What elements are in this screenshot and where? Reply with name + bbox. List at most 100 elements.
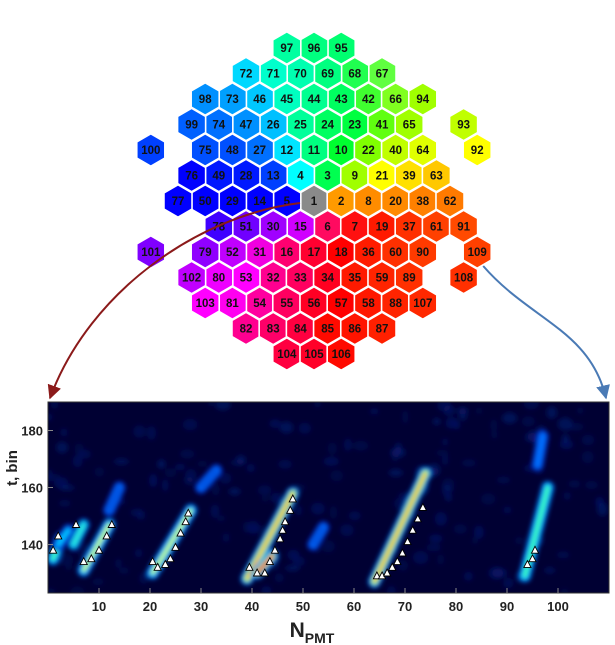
pmt-hex-label: 56 (308, 298, 321, 310)
pmt-hex-label: 102 (182, 273, 201, 285)
x-tick-label: 60 (347, 599, 361, 614)
pmt-hex-label: 96 (308, 43, 321, 55)
noise-blob (242, 521, 251, 533)
noise-blob (432, 417, 441, 426)
noise-blob (442, 478, 455, 492)
noise-blob (544, 567, 556, 574)
noise-blob (279, 421, 294, 434)
noise-blob (228, 487, 241, 496)
noise-blob (502, 412, 518, 424)
pmt-hex-72: 72 (231, 56, 261, 91)
x-tick-label: 100 (547, 599, 569, 614)
pmt-hex-97: 97 (271, 30, 302, 66)
pmt-hex-label: 89 (403, 273, 416, 285)
peak-marker (530, 545, 540, 554)
pmt-hex-107: 107 (407, 285, 438, 321)
pmt-hex-13: 13 (258, 158, 289, 193)
pmt-hex-label: 92 (471, 145, 484, 157)
noise-blob (426, 543, 442, 552)
noise-blob (402, 410, 409, 424)
noise-blob (353, 440, 369, 451)
noise-blob (559, 439, 574, 450)
pmt-hex-label: 75 (199, 145, 212, 157)
pmt-hex-label: 44 (308, 94, 321, 106)
pmt-hex-label: 74 (212, 120, 225, 132)
peak-marker (387, 562, 397, 571)
connector-arrows (47, 202, 610, 400)
pmt-hex-79: 79 (190, 234, 221, 270)
noise-blob (161, 479, 169, 492)
pmt-hex-label: 90 (416, 247, 429, 259)
pmt-hex-label: 104 (277, 349, 297, 361)
pmt-hex-label: 63 (430, 171, 443, 183)
pmt-hex-label: 107 (413, 298, 432, 310)
noise-blob (330, 470, 344, 482)
pmt-hex-label: 5 (284, 196, 291, 208)
peak-marker (413, 514, 423, 523)
pmt-hex-93: 93 (448, 107, 479, 142)
peak-marker (160, 559, 170, 568)
peak-marker (171, 542, 180, 551)
noise-blob (287, 549, 300, 561)
noise-blob (568, 422, 584, 431)
pmt-hex-label: 70 (294, 69, 307, 81)
noise-blob (369, 408, 379, 415)
noise-blob (115, 558, 122, 569)
x-tick-label: 90 (500, 599, 514, 614)
pmt-hex-label: 47 (240, 120, 253, 132)
pmt-hex-label: 33 (294, 273, 307, 285)
noise-blob (130, 508, 144, 517)
arrow-from-pmt-109 (482, 265, 610, 400)
pmt-hex-label: 95 (335, 43, 348, 55)
pmt-hex-label: 35 (348, 273, 361, 285)
noise-blob (56, 441, 69, 454)
pmt-hex-label: 68 (348, 69, 361, 81)
pmt-hex-label: 93 (457, 120, 470, 132)
pmt-hex-60: 60 (380, 234, 411, 270)
pmt-hex-109: 109 (462, 234, 493, 270)
noise-blob (219, 472, 232, 484)
pmt-hex-73: 73 (217, 81, 248, 117)
pmt-hex-label: 49 (212, 171, 225, 183)
pmt-hex-label: 62 (444, 196, 457, 208)
pmt-hex-label: 82 (240, 324, 253, 336)
peak-marker (107, 519, 117, 528)
pmt-hex-31: 31 (244, 234, 275, 270)
peak-marker (280, 516, 290, 526)
noise-blob (340, 524, 354, 537)
x-tick-label: 70 (398, 599, 412, 614)
noise-blob (149, 473, 158, 488)
noise-blob (464, 571, 473, 581)
pmt-hex-label: 97 (280, 43, 293, 55)
pmt-hex-95: 95 (326, 30, 357, 66)
noise-blob (211, 483, 220, 496)
pmt-hex-label: 64 (416, 145, 429, 157)
noise-blob (475, 407, 483, 415)
pmt-hex-92: 92 (462, 132, 493, 168)
heatmap-streak (312, 526, 325, 546)
pmt-hex-label: 42 (362, 94, 375, 106)
pmt-hex-label: 94 (416, 94, 429, 106)
noise-blob (214, 402, 231, 411)
pmt-hex-36: 36 (353, 234, 384, 270)
pmt-hex-label: 77 (172, 196, 185, 208)
noise-blob (490, 419, 498, 432)
noise-blob (557, 551, 570, 559)
pmt-hex-12: 12 (271, 132, 302, 168)
noise-blob (164, 467, 177, 478)
pmt-hex-66: 66 (380, 81, 411, 117)
peak-marker (403, 536, 412, 546)
pmt-hex-label: 58 (362, 298, 375, 310)
pmt-hex-58: 58 (353, 285, 384, 321)
noise-blob (119, 567, 129, 574)
peak-marker (94, 545, 104, 554)
peak-marker (260, 568, 270, 577)
pmt-hex-76: 76 (176, 158, 207, 193)
noise-blob (92, 578, 104, 586)
noise-blob (442, 438, 449, 446)
noise-blob (480, 493, 496, 505)
peak-marker (528, 553, 537, 563)
pmt-hex-label: 91 (457, 222, 470, 234)
pmt-hex-label: 40 (389, 145, 402, 157)
noise-blob (50, 402, 59, 409)
